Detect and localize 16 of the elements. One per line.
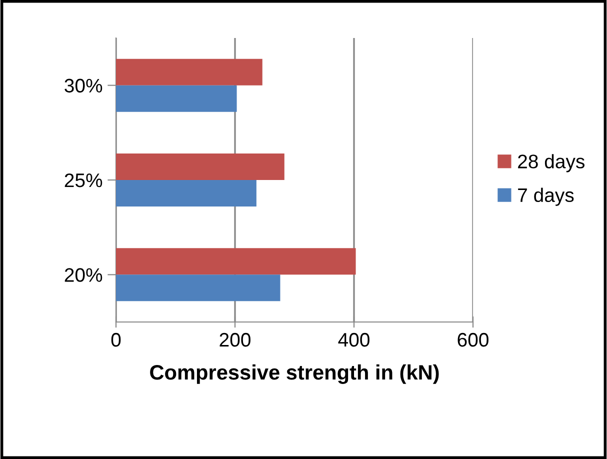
- y-tick-label: 30%: [64, 78, 102, 93]
- bar: [116, 248, 356, 275]
- y-tick-label: 25%: [64, 173, 102, 188]
- bar: [116, 274, 280, 302]
- x-tick-label: 400: [338, 332, 370, 347]
- x-tick-label: 600: [458, 332, 488, 347]
- y-tick-label: 20%: [64, 268, 102, 282]
- bar: [116, 85, 237, 112]
- x-tick-label: 200: [220, 332, 250, 347]
- bar: [116, 153, 284, 180]
- legend-label: 7 days: [518, 188, 574, 206]
- legend-label: 28 days: [518, 154, 584, 172]
- bar: [116, 58, 262, 86]
- x-tick-label: 0: [111, 332, 121, 347]
- bar: [116, 180, 256, 207]
- x-axis-title: Compressive strength in (kN): [150, 364, 439, 384]
